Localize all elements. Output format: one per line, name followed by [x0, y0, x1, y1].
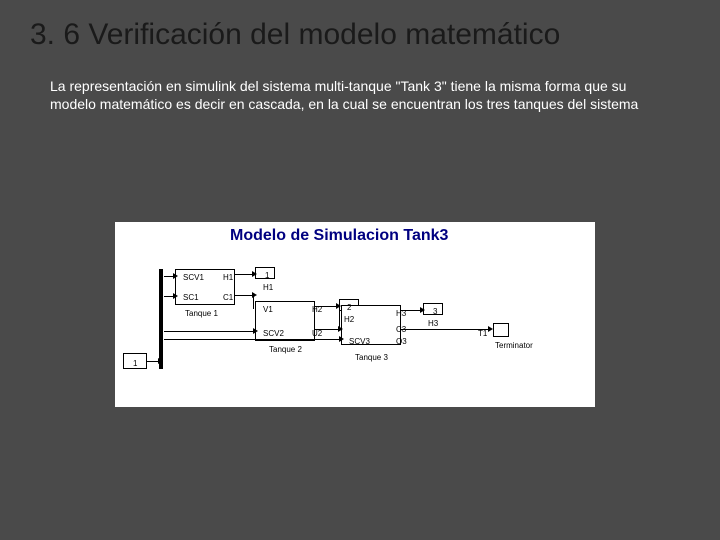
label-v1: V1 [263, 305, 273, 314]
arrowhead-a1 [173, 273, 178, 279]
label-one1: 1 [265, 271, 269, 280]
label-h1a: H1 [223, 273, 233, 282]
label-c3: C3 [396, 325, 406, 334]
label-c1: C1 [223, 293, 233, 302]
arrowhead-a10 [488, 326, 493, 332]
label-sc1: SC1 [183, 293, 199, 302]
label-scv1: SCV1 [183, 273, 204, 282]
signal-a4 [235, 295, 253, 296]
arrowhead-a8 [339, 336, 344, 342]
label-u2: U2 [312, 329, 322, 338]
signal-a3 [235, 274, 253, 275]
signal-a5 [164, 331, 254, 332]
block-term [493, 323, 509, 337]
label-one0: 1 [133, 359, 137, 368]
arrowhead-a6 [336, 303, 341, 309]
label-terminator: Terminator [495, 341, 533, 350]
label-h3a: H3 [396, 309, 406, 318]
label-h3b: H3 [428, 319, 438, 328]
label-scv3: SCV3 [349, 337, 370, 346]
label-three: 3 [433, 307, 437, 316]
bus-line [159, 269, 163, 369]
simulink-diagram: Modelo de Simulacion Tank3 SCV1H11H1C1SC… [115, 222, 595, 407]
label-h2a: H2 [312, 305, 322, 314]
label-o3: O3 [396, 337, 407, 346]
label-t1: T1 [478, 329, 487, 338]
label-two: 2 [347, 303, 351, 312]
arrowhead-a11 [158, 358, 163, 364]
label-h1b: H1 [263, 283, 273, 292]
signal-a10 [401, 329, 489, 330]
label-tanque3: Tanque 3 [355, 353, 388, 362]
arrowhead-a3 [252, 271, 257, 277]
diagram-title: Modelo de Simulacion Tank3 [115, 222, 595, 249]
signal-a8 [164, 339, 340, 340]
arrowhead-a9 [420, 307, 425, 313]
label-tanque1: Tanque 1 [185, 309, 218, 318]
slide-body-text: La representación en simulink del sistem… [0, 53, 720, 113]
slide-title: 3. 6 Verificación del modelo matemático [0, 0, 720, 53]
diagram-canvas: SCV1 H1 1 H1 C1 SC1 Tanque 1 SCV2 V1 H2 2 H2 U2 Tanqu… [115, 249, 595, 409]
arrowhead-a7 [338, 326, 343, 332]
arrowhead-a2 [173, 293, 178, 299]
label-tanque2: Tanque 2 [269, 345, 302, 354]
label-scv2: SCV2 [263, 329, 284, 338]
arrowhead-a5 [253, 328, 258, 334]
label-h2b: H2 [344, 315, 354, 324]
arrowhead-a4 [252, 292, 257, 298]
slide: 3. 6 Verificación del modelo matemático … [0, 0, 720, 540]
